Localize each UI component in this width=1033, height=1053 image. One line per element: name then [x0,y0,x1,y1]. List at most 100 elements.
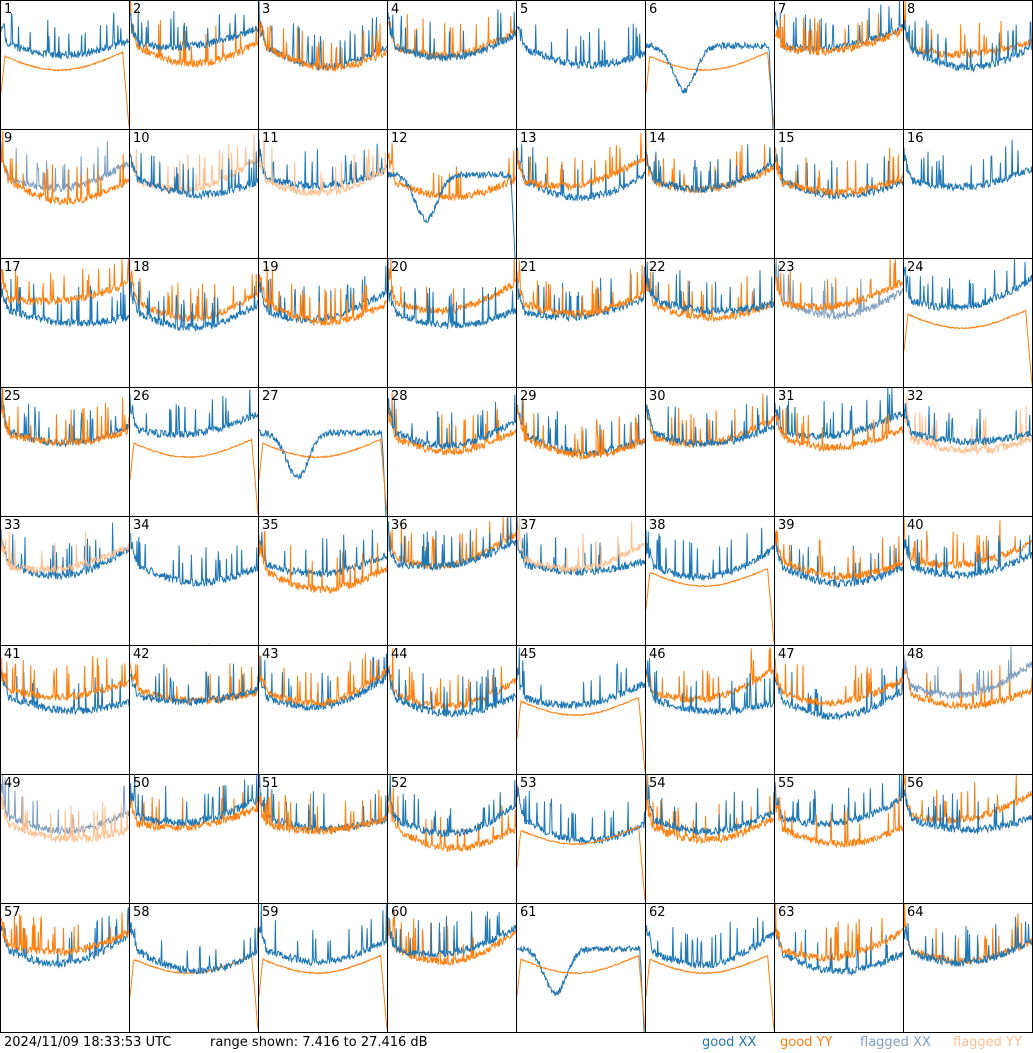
spectrum-panel: 47 [775,646,904,775]
spectrum-plot [259,259,387,387]
series-yy-line [1,656,129,701]
spectrum-panel: 31 [775,388,904,517]
spectrum-plot [259,904,387,1032]
series-yy-line [1,794,129,842]
spectrum-plot [646,517,774,645]
series-yy-line [775,148,903,196]
series-yy-line [388,648,516,709]
series-yy-line [517,698,645,772]
spectrum-panel: 38 [646,517,775,646]
spectrum-panel: 10 [130,130,259,259]
series-yy-line [259,138,387,196]
spectrum-panel: 29 [517,388,646,517]
series-yy-line [259,531,387,593]
panel-number: 34 [133,518,150,533]
spectrum-panel: 58 [130,904,259,1033]
series-yy-line [904,396,1032,455]
series-xx-line [646,775,774,835]
timestamp: 2024/11/09 18:33:53 UTC [4,1035,172,1050]
series-yy-line [130,1,258,67]
spectrum-plot [904,646,1032,774]
spectrum-panel: 60 [388,904,517,1033]
series-yy-line [646,53,774,127]
spectrum-plot [388,646,516,774]
series-yy-line [259,439,387,514]
series-yy-line [646,775,774,844]
series-xx-line [130,775,258,826]
series-yy-line [388,393,516,455]
series-xx-line [1,523,129,580]
spectrum-plot [517,775,645,903]
spectrum-panel: 63 [775,904,904,1033]
spectrum-plot [517,130,645,258]
spectrum-plot [1,388,129,516]
panel-number: 20 [391,260,408,275]
spectrum-plot [904,388,1032,516]
series-xx-line [130,11,258,51]
spectrum-panel: 56 [904,775,1033,904]
spectrum-plot [775,904,903,1032]
series-xx-line [904,790,1032,834]
panel-number: 29 [520,389,537,404]
series-yy-line [775,14,903,55]
panel-number: 8 [907,2,916,17]
spectrum-plot [388,130,516,258]
series-xx-line [646,917,774,968]
panel-number: 64 [907,905,924,920]
series-yy-line [775,408,903,451]
spectrum-plot [775,1,903,129]
series-xx-line [388,517,516,570]
spectrum-panel: 32 [904,388,1033,517]
range-label: range shown: 7.416 to 27.416 dB [210,1035,428,1050]
spectrum-plot [775,517,903,645]
spectrum-panel: 62 [646,904,775,1033]
spectrum-plot [646,1,774,129]
spectrum-panel: 49 [1,775,130,904]
series-xx-line [646,144,774,192]
series-yy-line [1,259,129,305]
spectrum-plot [388,388,516,516]
series-yy-line [517,260,645,317]
panel-number: 9 [4,131,13,146]
series-yy-line [388,143,516,200]
series-xx-line [904,403,1032,445]
panel-number: 40 [907,518,924,533]
series-yy-line [517,827,645,901]
series-yy-line [646,648,774,703]
spectrum-panel: 43 [259,646,388,775]
spectrum-plot [1,1,129,129]
spectrum-panel: 36 [388,517,517,646]
panel-number: 42 [133,647,150,662]
spectrum-panel: 19 [259,259,388,388]
spectrum-plot [130,259,258,387]
series-xx-line [130,922,258,974]
series-yy-line [388,911,516,965]
series-yy-line [259,267,387,326]
series-xx-line [1,13,129,59]
series-yy-line [517,400,645,459]
series-xx-line [904,140,1032,191]
spectrum-plot [775,388,903,516]
panel-number: 43 [262,647,279,662]
panel-number: 39 [778,518,795,533]
spectrum-panel: 17 [1,259,130,388]
series-yy-line [517,518,645,572]
panel-number: 11 [262,131,279,146]
panel-number: 62 [649,905,666,920]
spectrum-panel: 34 [130,517,259,646]
legend-flagged-xx: flagged XX [860,1035,931,1050]
spectrum-panel: 20 [388,259,517,388]
series-yy-line [130,271,258,321]
series-xx-line [517,946,645,1032]
spectrum-plot [130,517,258,645]
spectrum-plot [904,130,1032,258]
panel-number: 26 [133,389,150,404]
panel-number: 44 [391,647,408,662]
spectrum-plot [259,388,387,516]
series-xx-line [388,668,516,717]
series-yy-line [259,790,387,834]
spectrum-panel: 40 [904,517,1033,646]
spectrum-plot [1,517,129,645]
spectrum-panel: 25 [1,388,130,517]
panel-number: 24 [907,260,924,275]
